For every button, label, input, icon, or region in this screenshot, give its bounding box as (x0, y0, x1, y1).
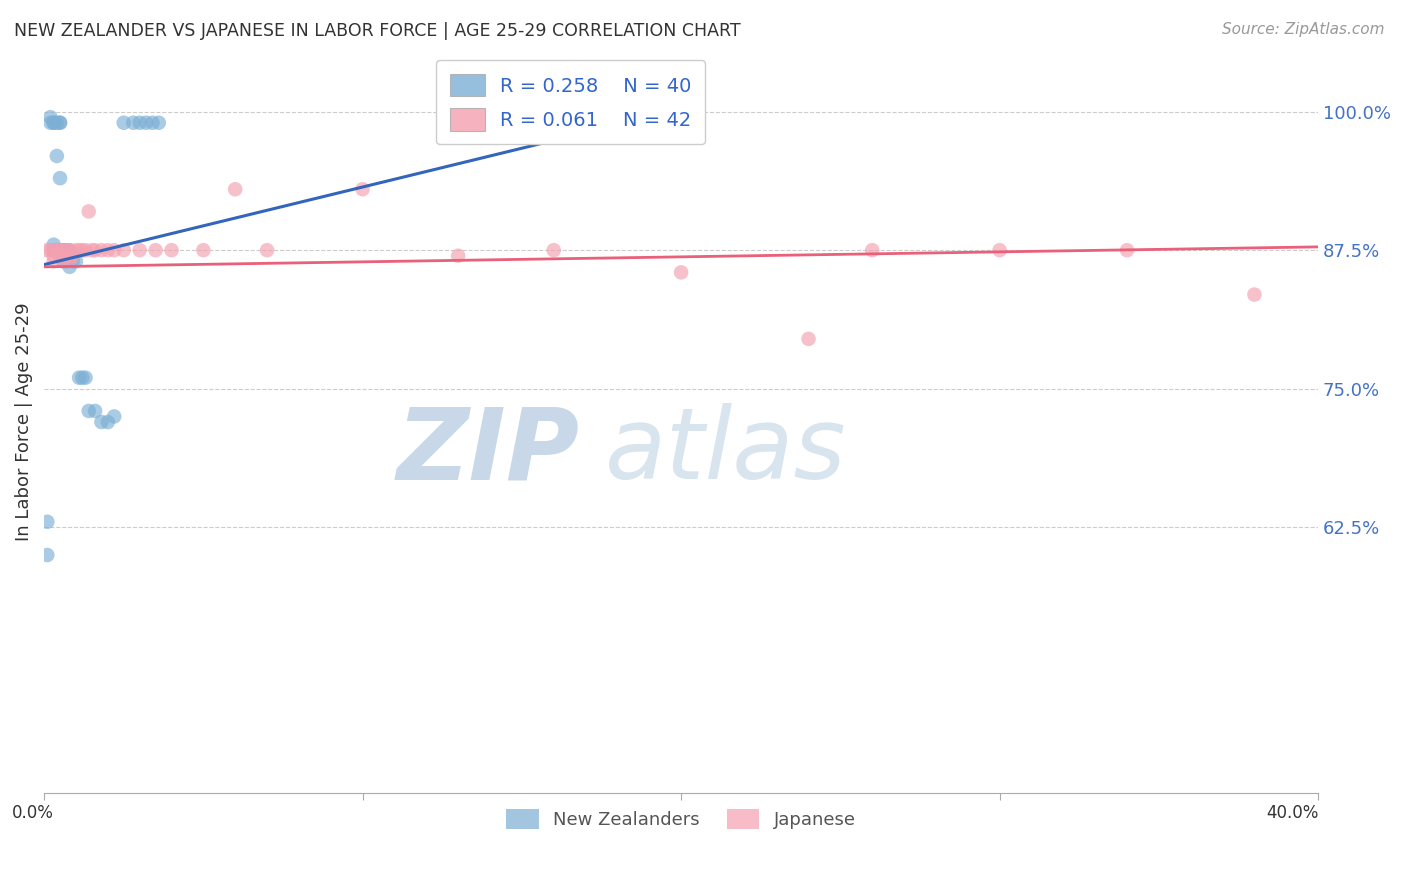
Text: Source: ZipAtlas.com: Source: ZipAtlas.com (1222, 22, 1385, 37)
Point (75, 243, 97, 257)
Point (65, 254, 87, 268)
Point (148, 116, 170, 130)
Point (62, 249, 84, 263)
Point (42, 254, 65, 268)
Point (67, 243, 90, 257)
Point (52, 254, 75, 268)
Point (84, 404, 107, 418)
Point (49, 171, 72, 186)
Point (52, 243, 75, 257)
Point (62, 249, 84, 263)
Point (90, 415, 112, 429)
Point (49, 116, 72, 130)
Text: atlas: atlas (605, 403, 846, 500)
Point (39, 110, 62, 124)
Point (58, 243, 80, 257)
Point (58, 260, 80, 274)
Point (49, 249, 72, 263)
Point (112, 243, 135, 257)
Point (77, 404, 100, 418)
Point (37, 515, 59, 529)
Point (49, 116, 72, 130)
Point (84, 243, 107, 257)
Point (52, 249, 75, 263)
Point (67, 370, 90, 384)
Text: 40.0%: 40.0% (1265, 805, 1319, 822)
Point (193, 243, 215, 257)
Point (45, 243, 67, 257)
Legend: New Zealanders, Japanese: New Zealanders, Japanese (499, 802, 863, 837)
Point (42, 243, 65, 257)
Point (352, 182, 374, 196)
Point (55, 254, 77, 268)
Point (97, 243, 120, 257)
Point (669, 265, 692, 279)
Point (52, 243, 75, 257)
Point (42, 116, 65, 130)
Point (55, 243, 77, 257)
Point (128, 116, 150, 130)
Point (37, 548, 59, 562)
Point (45, 116, 67, 130)
Point (256, 243, 278, 257)
Point (122, 116, 145, 130)
Point (112, 116, 135, 130)
Point (62, 254, 84, 268)
Point (58, 254, 80, 268)
Point (72, 370, 94, 384)
Point (97, 415, 120, 429)
Point (224, 182, 246, 196)
Point (45, 243, 67, 257)
Point (75, 370, 97, 384)
Point (39, 243, 62, 257)
Point (55, 243, 77, 257)
Point (860, 243, 883, 257)
Text: ZIP: ZIP (396, 403, 579, 500)
Point (80, 243, 103, 257)
Point (42, 116, 65, 130)
Point (49, 243, 72, 257)
Point (160, 243, 183, 257)
Point (90, 243, 112, 257)
Text: NEW ZEALANDER VS JAPANESE IN LABOR FORCE | AGE 25-29 CORRELATION CHART: NEW ZEALANDER VS JAPANESE IN LABOR FORCE… (14, 22, 741, 40)
Point (135, 116, 157, 130)
Point (42, 243, 65, 257)
Point (77, 204, 100, 219)
Point (141, 116, 163, 130)
Point (37, 243, 59, 257)
Y-axis label: In Labor Force | Age 25-29: In Labor Force | Age 25-29 (15, 302, 32, 541)
Point (103, 409, 125, 424)
Point (447, 249, 470, 263)
Point (39, 116, 62, 130)
Point (55, 249, 77, 263)
Point (65, 243, 87, 257)
Point (988, 243, 1011, 257)
Point (103, 243, 125, 257)
Point (42, 237, 65, 252)
Point (1243, 287, 1265, 301)
Point (45, 149, 67, 163)
Point (52, 243, 75, 257)
Point (45, 243, 67, 257)
Point (128, 243, 150, 257)
Point (543, 243, 565, 257)
Point (72, 243, 94, 257)
Text: 0.0%: 0.0% (13, 805, 55, 822)
Point (42, 249, 65, 263)
Point (145, 243, 167, 257)
Point (1116, 243, 1139, 257)
Point (52, 254, 75, 268)
Point (797, 332, 820, 346)
Point (49, 243, 72, 257)
Point (58, 243, 80, 257)
